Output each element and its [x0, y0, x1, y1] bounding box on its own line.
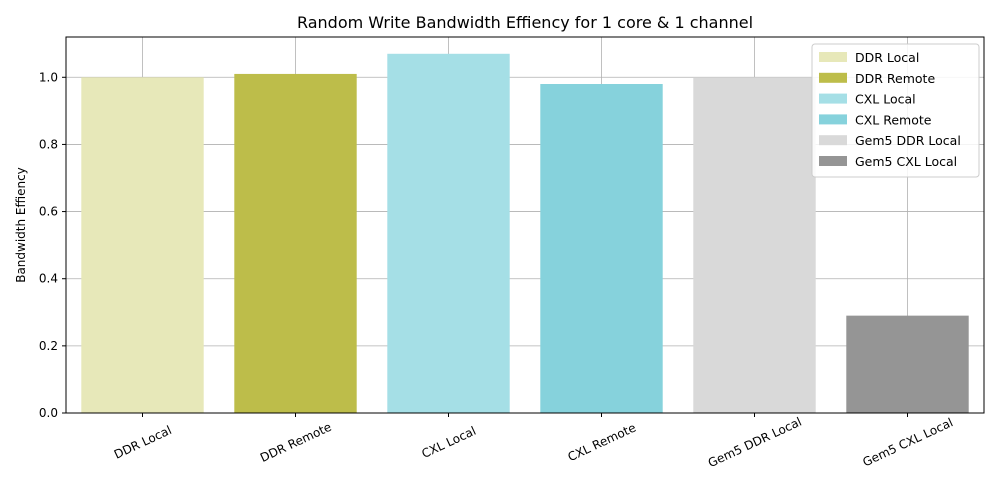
legend-label: CXL Remote [855, 112, 932, 127]
legend-box [811, 43, 980, 178]
bars-group [81, 53, 969, 414]
y-ticks: 0.0 0.2 0.4 0.6 0.8 1.0 [39, 70, 66, 420]
y-axis-label: Bandwidth Effiency [14, 167, 28, 283]
y-tick-label: 0.2 [39, 339, 58, 353]
x-tick-label: CXL Remote [566, 421, 638, 465]
legend-label: DDR Local [855, 50, 919, 65]
legend-swatch [819, 52, 847, 62]
legend-label: Gem5 DDR Local [855, 133, 961, 148]
legend-swatch [819, 156, 847, 166]
axes-border [65, 36, 985, 414]
chart-title: Random Write Bandwidth Effiency for 1 co… [297, 13, 753, 32]
legend: DDR Local DDR Remote CXL Local CXL Remote Ge… [811, 43, 980, 178]
legend-label: Gem5 CXL Local [855, 154, 957, 169]
bar-gem5-ddr-local [693, 77, 816, 414]
legend-label: DDR Remote [855, 71, 935, 86]
axes-frame [65, 36, 985, 414]
legend-swatch [819, 114, 847, 125]
legend-label: CXL Local [855, 92, 916, 107]
legend-swatch [819, 135, 847, 146]
x-tick-label: DDR Local [112, 423, 174, 462]
x-tick-label: Gem5 CXL Local [860, 415, 955, 469]
legend-swatch [819, 93, 847, 104]
y-tick-label: 0.8 [39, 137, 58, 151]
y-tick-label: 0.4 [39, 272, 58, 286]
bar-gem5-cxl-local [846, 315, 969, 413]
y-tick-label: 1.0 [39, 70, 58, 84]
x-ticks: DDR Local DDR Remote CXL Local CXL Remote Ge… [112, 413, 955, 470]
x-tick-label: DDR Remote [258, 420, 334, 465]
bar-cxl-local [387, 53, 510, 414]
y-tick-label: 0.6 [39, 205, 58, 219]
bar-cxl-remote [540, 84, 663, 413]
x-tick-label: Gem5 DDR Local [706, 415, 804, 471]
y-tick-label: 0.0 [39, 406, 58, 420]
bar-ddr-remote [234, 73, 357, 413]
legend-swatch [819, 72, 847, 83]
bar-ddr-local [81, 77, 204, 414]
x-tick-label: CXL Local [419, 424, 478, 461]
